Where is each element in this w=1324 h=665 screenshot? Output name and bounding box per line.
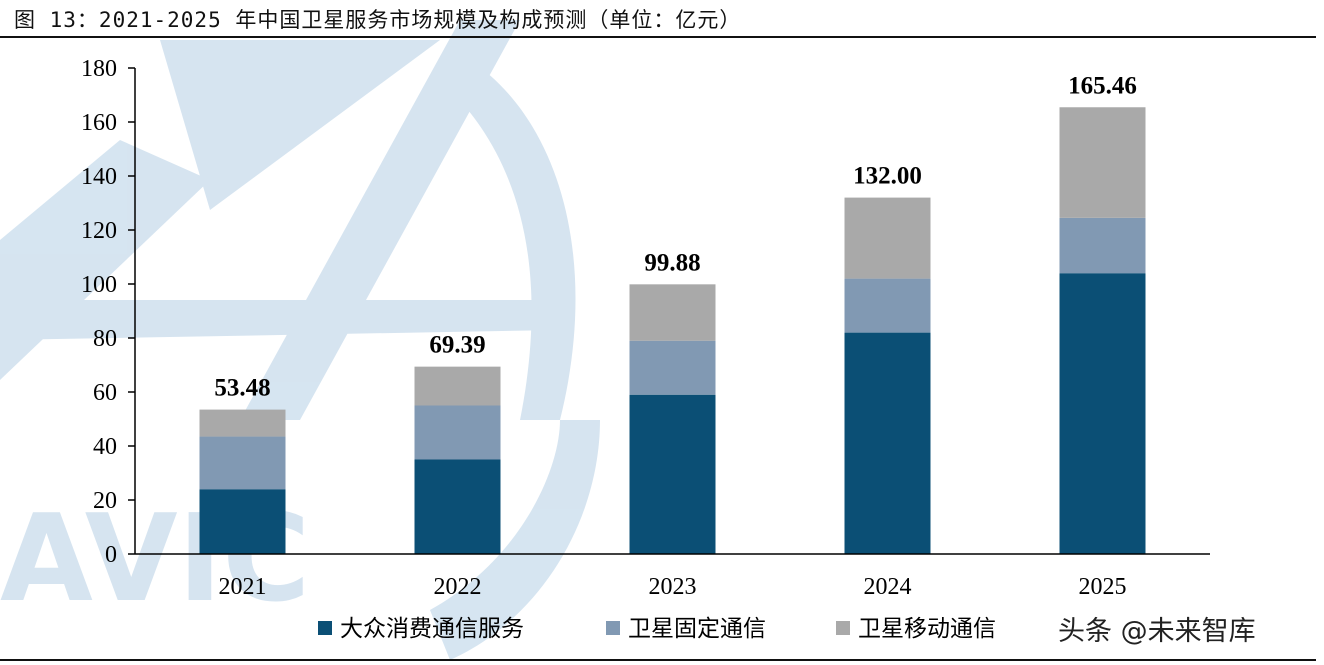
legend-label-series-3: 卫星移动通信 bbox=[858, 616, 996, 642]
total-label-2023: 99.88 bbox=[644, 249, 700, 276]
bars bbox=[199, 107, 1146, 554]
total-label-2021: 53.48 bbox=[214, 375, 270, 402]
bar-segment-2025-series-2 bbox=[1059, 217, 1146, 274]
y-tick-label: 180 bbox=[81, 56, 117, 82]
figure-title: 图 13：2021-2025 年中国卫星服务市场规模及构成预测（单位：亿元） bbox=[14, 8, 742, 32]
bar-segment-2022-series-3 bbox=[414, 366, 501, 406]
legend-label-series-1: 大众消费通信服务 bbox=[340, 616, 524, 642]
bar-segment-2023-series-3 bbox=[629, 284, 716, 341]
y-tick-label: 20 bbox=[93, 488, 117, 514]
y-tick-label: 120 bbox=[81, 218, 117, 244]
y-tick-label: 160 bbox=[81, 110, 117, 136]
y-tick-label: 140 bbox=[81, 164, 117, 190]
x-tick-label-2025: 2025 bbox=[1079, 574, 1127, 600]
bar-segment-2021-series-3 bbox=[199, 409, 286, 437]
x-tick-label-2023: 2023 bbox=[649, 574, 697, 600]
x-tick-label-2024: 2024 bbox=[864, 574, 912, 600]
bar-segment-2021-series-2 bbox=[199, 436, 286, 490]
legend: 大众消费通信服务 卫星固定通信 卫星移动通信 bbox=[318, 616, 996, 642]
legend-swatch-series-1 bbox=[318, 621, 332, 635]
x-axis: 2021 2022 2023 2024 2025 bbox=[135, 553, 1210, 600]
bar-segment-2022-series-1 bbox=[414, 459, 501, 554]
y-tick-label: 60 bbox=[93, 380, 117, 406]
bar-segment-2024-series-3 bbox=[844, 197, 931, 279]
legend-swatch-series-2 bbox=[606, 621, 620, 635]
bar-segment-2025-series-3 bbox=[1059, 107, 1146, 218]
total-label-2024: 132.00 bbox=[853, 163, 922, 190]
x-tick-label-2022: 2022 bbox=[434, 574, 482, 600]
bar-segment-2021-series-1 bbox=[199, 489, 286, 554]
bar-segment-2024-series-1 bbox=[844, 332, 931, 554]
bottom-rule bbox=[0, 659, 1316, 661]
top-rule bbox=[0, 36, 1316, 38]
y-tick-label: 0 bbox=[105, 542, 117, 568]
bar-segment-2023-series-1 bbox=[629, 394, 716, 554]
y-tick-label: 40 bbox=[93, 434, 117, 460]
x-tick-label-2021: 2021 bbox=[219, 574, 267, 600]
total-label-2022: 69.39 bbox=[429, 332, 485, 359]
bar-segment-2024-series-2 bbox=[844, 278, 931, 333]
bar-segment-2025-series-1 bbox=[1059, 273, 1146, 554]
total-labels: 53.48 69.39 99.88 132.00 165.46 bbox=[214, 72, 1137, 401]
bar-segment-2022-series-2 bbox=[414, 405, 501, 460]
legend-label-series-2: 卫星固定通信 bbox=[628, 616, 766, 642]
y-tick-label: 80 bbox=[93, 326, 117, 352]
bar-segment-2023-series-2 bbox=[629, 340, 716, 395]
source-watermark: 头条 @未来智库 bbox=[1058, 616, 1256, 647]
y-tick-label: 100 bbox=[81, 272, 117, 298]
total-label-2025: 165.46 bbox=[1068, 72, 1137, 99]
y-axis: 0 20 40 60 80 100 120 140 160 180 bbox=[81, 56, 136, 568]
legend-swatch-series-3 bbox=[836, 621, 850, 635]
